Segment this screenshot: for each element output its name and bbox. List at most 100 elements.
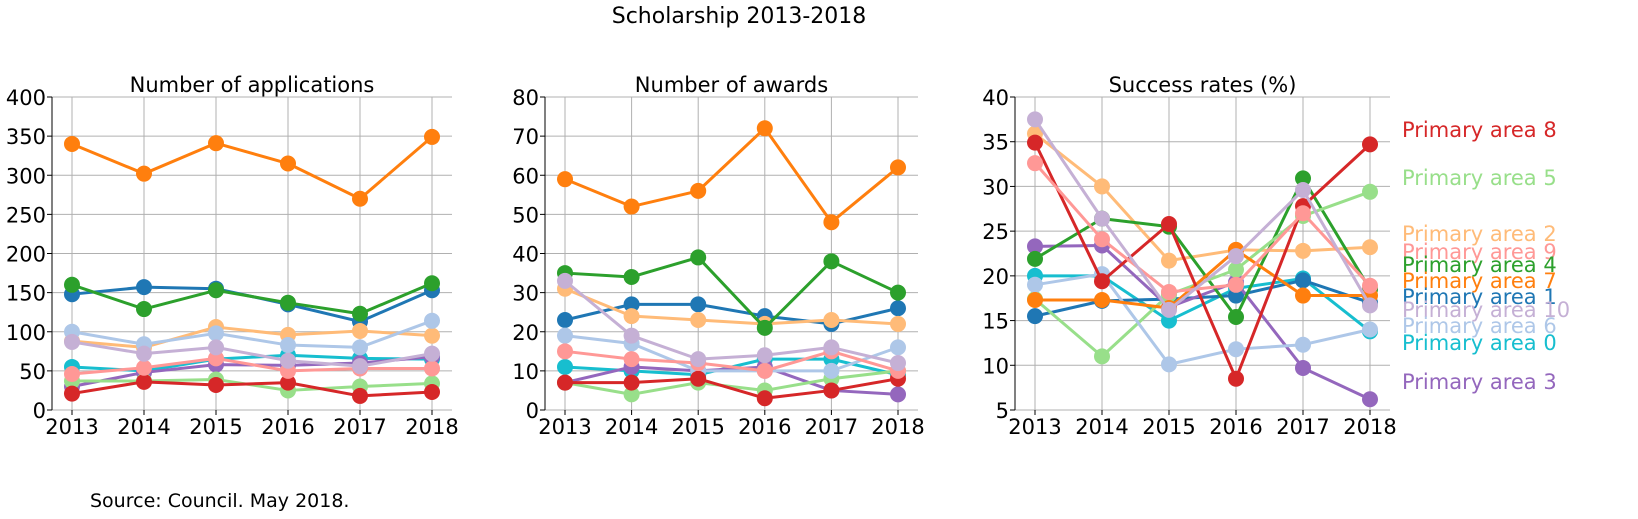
data-point bbox=[1228, 370, 1244, 387]
data-point bbox=[1362, 277, 1378, 294]
series-line bbox=[71, 356, 432, 376]
data-point bbox=[1161, 301, 1177, 318]
data-point bbox=[208, 325, 224, 342]
data-point bbox=[64, 135, 80, 152]
data-point bbox=[64, 333, 80, 350]
subplot-3: 5 10 15 20 25 30 35 40 2013 2014 2015 2016 2017 2018 S… bbox=[982, 73, 1570, 439]
data-point bbox=[424, 327, 440, 344]
data-point bbox=[890, 159, 906, 176]
y-tick-label: 25 bbox=[982, 220, 1009, 244]
y-tick-label: 100 bbox=[6, 321, 46, 345]
data-point bbox=[424, 275, 440, 292]
series-line bbox=[71, 340, 433, 368]
series-line bbox=[1033, 162, 1372, 294]
data-point bbox=[557, 272, 573, 289]
data-point bbox=[623, 327, 640, 344]
data-point bbox=[1027, 292, 1043, 309]
data-point bbox=[623, 198, 640, 215]
legend-label: Primary area 9 bbox=[1402, 240, 1557, 264]
series-line bbox=[1033, 118, 1372, 312]
x-tick-label: 2016 bbox=[738, 415, 791, 439]
x-tick-label: 2015 bbox=[189, 415, 242, 439]
x-tick-label: 2013 bbox=[1008, 415, 1061, 439]
y-tick-label: 40 bbox=[982, 86, 1009, 110]
data-point bbox=[623, 374, 640, 391]
data-point bbox=[623, 268, 640, 285]
series-line bbox=[564, 126, 899, 224]
data-point bbox=[1362, 136, 1378, 153]
x-tick-label: 2016 bbox=[1209, 415, 1262, 439]
x-tick-label: 2017 bbox=[1276, 415, 1329, 439]
data-point bbox=[136, 301, 152, 318]
data-point bbox=[1027, 250, 1043, 267]
y-tick-label: 80 bbox=[512, 86, 539, 110]
y-tick-label: 0 bbox=[526, 399, 539, 423]
x-tick-label: 2013 bbox=[538, 415, 591, 439]
data-point bbox=[208, 339, 224, 356]
data-point bbox=[623, 386, 640, 403]
data-point bbox=[208, 282, 224, 299]
data-point bbox=[1027, 155, 1043, 172]
data-point bbox=[1027, 111, 1043, 128]
data-point bbox=[208, 350, 224, 367]
x-tick-label: 2014 bbox=[117, 415, 170, 439]
data-point bbox=[1094, 210, 1110, 227]
data-point bbox=[136, 373, 152, 390]
figure-title: Scholarship 2013-2018 bbox=[611, 4, 867, 29]
data-point bbox=[756, 362, 773, 379]
y-tick-label: 20 bbox=[512, 321, 539, 345]
y-tick-label: 15 bbox=[982, 310, 1009, 334]
y-tick-label: 20 bbox=[982, 265, 1009, 289]
legend-label: Primary area 10 bbox=[1402, 298, 1570, 322]
series-line bbox=[1034, 272, 1371, 366]
data-point bbox=[64, 366, 80, 383]
data-point bbox=[352, 358, 368, 375]
series-line bbox=[71, 281, 433, 316]
data-point bbox=[1295, 272, 1311, 289]
series-line bbox=[564, 365, 899, 396]
series-line bbox=[71, 135, 433, 201]
x-tick-label: 2014 bbox=[1075, 415, 1128, 439]
data-point bbox=[823, 339, 840, 356]
data-point bbox=[690, 182, 707, 199]
data-point bbox=[1228, 248, 1244, 265]
y-tick-label: 350 bbox=[6, 125, 46, 149]
data-point bbox=[823, 362, 840, 379]
y-tick-label: 60 bbox=[512, 164, 539, 188]
data-point bbox=[280, 352, 296, 369]
y-tick-label: 35 bbox=[982, 131, 1009, 155]
legend-label: Primary area 7 bbox=[1402, 269, 1557, 293]
data-point bbox=[136, 165, 152, 182]
legend-label: Primary area 3 bbox=[1402, 370, 1557, 394]
data-point bbox=[1228, 308, 1244, 325]
series-line bbox=[1035, 248, 1370, 310]
data-point bbox=[1295, 205, 1311, 222]
data-point bbox=[890, 386, 906, 403]
x-tick-label: 2017 bbox=[333, 415, 386, 439]
data-point bbox=[1161, 215, 1177, 232]
subplot-2: 0 10 20 30 40 50 60 70 80 2013 2014 2015 2016 2017 201… bbox=[512, 73, 924, 439]
x-tick-label: 2016 bbox=[261, 415, 314, 439]
y-tick-label: 0 bbox=[33, 399, 46, 423]
series-line bbox=[564, 287, 899, 326]
data-point bbox=[557, 374, 573, 391]
data-point bbox=[823, 253, 840, 270]
data-point bbox=[1161, 252, 1177, 269]
y-tick-label: 30 bbox=[982, 175, 1009, 199]
data-point bbox=[352, 387, 368, 404]
data-point bbox=[557, 343, 573, 360]
y-tick-label: 400 bbox=[6, 86, 46, 110]
series-line bbox=[564, 334, 899, 373]
data-point bbox=[1228, 276, 1244, 293]
y-tick-label: 300 bbox=[6, 164, 46, 188]
data-point bbox=[557, 327, 573, 344]
data-point bbox=[890, 355, 906, 372]
data-point bbox=[424, 360, 440, 377]
y-tick-label: 70 bbox=[512, 125, 539, 149]
data-point bbox=[690, 312, 707, 329]
data-point bbox=[756, 390, 773, 407]
data-point bbox=[64, 276, 80, 293]
series-line bbox=[564, 255, 899, 330]
x-tick-label: 2014 bbox=[605, 415, 658, 439]
